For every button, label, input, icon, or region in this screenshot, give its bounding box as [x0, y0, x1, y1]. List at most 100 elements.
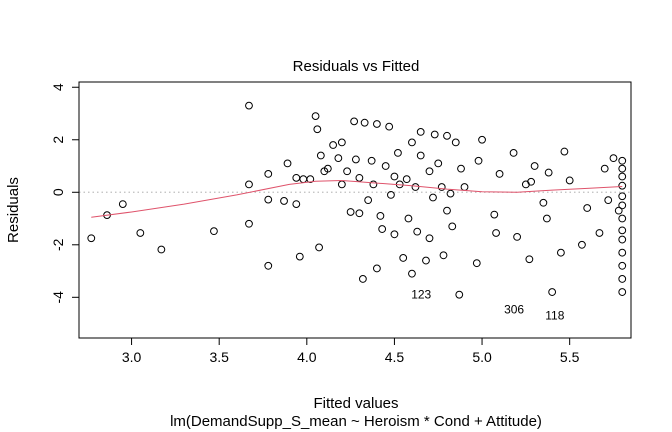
x-tick-label: 3.5 [209, 349, 229, 365]
data-point [245, 180, 253, 189]
data-point [544, 168, 553, 177]
data-point [513, 233, 521, 241]
y-tick-label: 4 [50, 83, 66, 91]
data-point [530, 162, 539, 170]
data-point [355, 173, 364, 182]
data-point [408, 138, 416, 147]
data-point [451, 138, 460, 147]
point-label: 306 [504, 303, 524, 317]
x-tick-label: 3.0 [122, 349, 142, 365]
data-point [455, 290, 464, 299]
data-point [337, 138, 346, 147]
data-point [404, 214, 413, 223]
data-point [315, 243, 323, 252]
data-point [614, 206, 623, 215]
data-point [390, 172, 399, 181]
data-point [292, 173, 301, 182]
data-point [618, 226, 627, 235]
data-point [618, 261, 627, 270]
data-point [408, 269, 416, 278]
data-point [618, 214, 627, 223]
x-tick-label: 5.0 [472, 349, 492, 365]
data-point [350, 117, 359, 126]
data-point [295, 252, 304, 261]
data-point [367, 156, 376, 165]
data-point [474, 156, 483, 165]
y-axis-title: Residuals [5, 177, 22, 243]
chart-subtitle: lm(DemandSupp_S_mean ~ Heroism * Cond + … [170, 413, 542, 430]
data-point [439, 251, 448, 260]
x-tick-label: 5.5 [560, 349, 580, 365]
data-point [283, 159, 292, 168]
data-point [369, 180, 378, 189]
data-point [446, 189, 455, 198]
data-point [364, 196, 373, 205]
data-point [385, 122, 394, 131]
data-point [618, 235, 627, 244]
data-point [351, 155, 360, 164]
data-point [378, 225, 387, 233]
data-point [373, 264, 381, 273]
data-point [443, 131, 451, 140]
point-label: 123 [411, 288, 431, 302]
data-point [618, 181, 627, 190]
data-point [299, 175, 308, 184]
data-point [381, 162, 390, 170]
point-labels-layer: 123 306 118 [411, 288, 565, 323]
data-point [245, 101, 253, 110]
data-point [245, 219, 253, 228]
plot-area-box [78, 81, 632, 339]
data-point [264, 170, 273, 178]
data-point [478, 135, 486, 144]
data-point [264, 261, 273, 270]
data-point [460, 183, 469, 191]
data-point [618, 192, 627, 201]
data-point [557, 248, 565, 257]
data-point [402, 175, 411, 184]
x-tick-label: 4.5 [385, 349, 405, 365]
data-point [437, 183, 446, 191]
data-point [600, 164, 609, 173]
data-point [429, 193, 437, 202]
data-point [618, 201, 627, 210]
data-point [527, 177, 536, 186]
data-point [618, 172, 627, 181]
x-tick-label: 4.0 [297, 349, 317, 365]
data-point [539, 198, 548, 207]
data-point [387, 191, 395, 199]
data-point [618, 164, 627, 173]
data-point [565, 176, 574, 185]
data-point [334, 154, 343, 163]
data-point [292, 200, 301, 208]
data-point [509, 148, 518, 157]
data-point [118, 200, 127, 208]
smooth-line-layer [91, 179, 623, 218]
data-point [492, 229, 500, 237]
data-point [306, 175, 315, 184]
y-tick-label: 2 [50, 136, 66, 144]
y-axis: -4 -2 0 2 4 [50, 83, 80, 304]
data-point [525, 255, 534, 264]
data-point [425, 167, 434, 176]
data-point [618, 288, 627, 296]
point-label: 118 [545, 309, 564, 323]
data-point [604, 196, 613, 205]
points-layer [87, 101, 627, 299]
data-point [495, 170, 504, 178]
data-point [430, 130, 439, 139]
data-point [618, 248, 627, 257]
data-point [343, 167, 352, 176]
data-point [157, 245, 166, 254]
data-point [422, 256, 430, 265]
data-point [316, 151, 325, 160]
data-point [329, 141, 338, 149]
data-point [578, 240, 586, 249]
data-point [618, 156, 627, 165]
data-point [376, 212, 385, 220]
data-point [136, 229, 145, 237]
data-point [595, 229, 604, 237]
data-point [609, 154, 618, 163]
smooth-line [91, 179, 623, 218]
data-point [472, 259, 481, 268]
